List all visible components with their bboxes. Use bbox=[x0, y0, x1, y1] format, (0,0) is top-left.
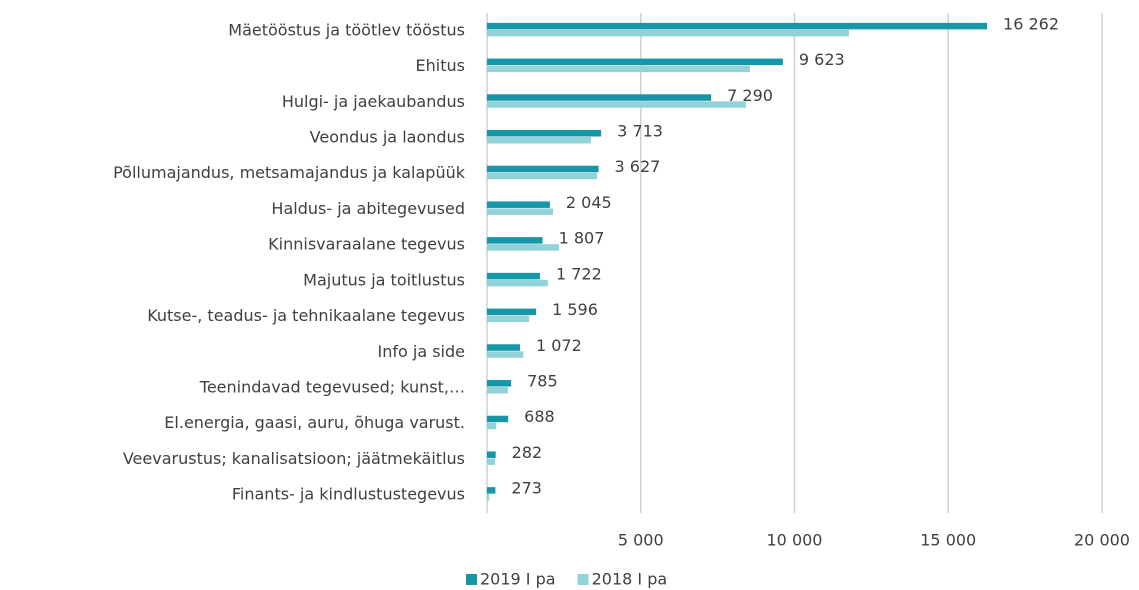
category-label: Veondus ja laondus bbox=[310, 128, 465, 147]
bar bbox=[487, 422, 497, 430]
category-label: Põllumajandus, metsamajandus ja kalapüük bbox=[113, 163, 466, 182]
bar bbox=[487, 65, 750, 73]
category-label: El.energia, gaasi, auru, õhuga varust. bbox=[164, 413, 465, 432]
bar bbox=[487, 165, 599, 173]
category-label: Kutse-, teadus- ja tehnikaalane tegevus bbox=[147, 306, 465, 325]
legend-label: 2019 I pa bbox=[480, 570, 556, 589]
bar bbox=[487, 172, 598, 180]
bar bbox=[487, 58, 783, 66]
bar bbox=[487, 487, 496, 494]
bar bbox=[487, 29, 849, 37]
bar bbox=[487, 279, 548, 287]
value-label: 282 bbox=[512, 443, 543, 462]
value-label: 1 722 bbox=[556, 264, 602, 283]
bar bbox=[487, 451, 496, 458]
bar bbox=[487, 237, 543, 244]
bar bbox=[487, 101, 746, 108]
value-label: 785 bbox=[527, 372, 558, 391]
bar bbox=[487, 208, 554, 215]
bar bbox=[487, 344, 520, 351]
category-label: Veevarustus; kanalisatsioon; jäätmekäitl… bbox=[123, 449, 465, 468]
x-tick-label: 15 000 bbox=[920, 531, 976, 550]
bar bbox=[487, 22, 988, 30]
category-label: Finants- ja kindlustustegevus bbox=[232, 485, 465, 504]
bar bbox=[487, 244, 559, 251]
bar bbox=[487, 94, 712, 101]
value-label: 3 627 bbox=[615, 157, 661, 176]
category-label: Majutus ja toitlustus bbox=[303, 270, 465, 289]
bar bbox=[487, 494, 490, 501]
bar bbox=[487, 130, 602, 137]
bar bbox=[487, 272, 540, 280]
value-label: 1 072 bbox=[536, 336, 582, 355]
bar bbox=[487, 351, 524, 358]
category-label: Ehitus bbox=[416, 56, 465, 75]
x-tick-label: 5 000 bbox=[618, 531, 664, 550]
value-label: 9 623 bbox=[799, 50, 845, 69]
value-label: 1 807 bbox=[559, 229, 605, 248]
category-label: Kinnisvaraalane tegevus bbox=[268, 235, 465, 254]
value-label: 1 596 bbox=[552, 300, 598, 319]
value-label: 273 bbox=[511, 479, 542, 498]
bar bbox=[487, 201, 550, 208]
x-tick-label: 20 000 bbox=[1074, 531, 1130, 550]
value-label: 16 262 bbox=[1003, 14, 1059, 33]
value-label: 2 045 bbox=[566, 193, 612, 212]
bar bbox=[487, 308, 537, 316]
value-label: 688 bbox=[524, 407, 555, 426]
category-label: Info ja side bbox=[378, 342, 465, 361]
category-label: Teenindavad tegevused; kunst,… bbox=[199, 378, 465, 397]
legend-label: 2018 I pa bbox=[592, 570, 668, 589]
bar bbox=[487, 458, 495, 465]
legend-swatch bbox=[577, 574, 589, 585]
x-tick-label: 10 000 bbox=[767, 531, 823, 550]
category-label: Haldus- ja abitegevused bbox=[271, 199, 465, 218]
bar bbox=[487, 415, 509, 423]
legend-swatch bbox=[466, 574, 477, 585]
category-label: Mäetööstus ja töötlev tööstus bbox=[228, 20, 465, 39]
bar bbox=[487, 380, 512, 387]
category-label: Hulgi- ja jaekaubandus bbox=[282, 92, 465, 111]
bar bbox=[487, 137, 591, 144]
value-label: 3 713 bbox=[617, 122, 663, 141]
value-label: 7 290 bbox=[727, 86, 773, 105]
bar bbox=[487, 387, 508, 394]
bar bbox=[487, 315, 530, 323]
